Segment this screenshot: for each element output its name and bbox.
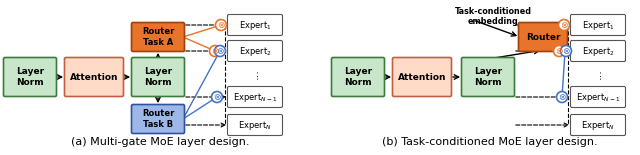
Text: Attention: Attention [70,73,118,82]
Text: Router
Task B: Router Task B [142,109,174,129]
FancyBboxPatch shape [570,115,625,135]
Text: Expert$_2$: Expert$_2$ [582,44,614,58]
Text: $\otimes$: $\otimes$ [216,20,225,30]
Circle shape [559,20,570,31]
Text: ...: ... [593,69,603,79]
FancyBboxPatch shape [570,86,625,108]
Text: $\otimes$: $\otimes$ [211,46,220,56]
Text: Expert$_2$: Expert$_2$ [239,44,271,58]
Text: Task-conditioned
embedding: Task-conditioned embedding [454,7,531,26]
Text: $\otimes$: $\otimes$ [557,92,566,102]
Text: Expert$_{N-1}$: Expert$_{N-1}$ [576,91,620,104]
Circle shape [557,91,568,102]
Circle shape [211,91,223,102]
Circle shape [554,46,564,57]
Text: $\otimes$: $\otimes$ [212,92,221,102]
Text: Layer
Norm: Layer Norm [16,67,44,87]
FancyBboxPatch shape [65,58,124,97]
Text: (b) Task-conditioned MoE layer design.: (b) Task-conditioned MoE layer design. [382,137,598,147]
FancyBboxPatch shape [392,58,451,97]
FancyBboxPatch shape [227,40,282,62]
FancyBboxPatch shape [131,22,184,51]
FancyBboxPatch shape [227,15,282,35]
Text: Layer
Norm: Layer Norm [144,67,172,87]
Text: Router: Router [525,33,560,42]
FancyBboxPatch shape [518,22,568,51]
Text: $\otimes$: $\otimes$ [559,20,568,30]
FancyBboxPatch shape [3,58,56,97]
Text: Expert$_1$: Expert$_1$ [239,18,271,31]
Text: Attention: Attention [397,73,446,82]
FancyBboxPatch shape [131,104,184,133]
Text: Layer
Norm: Layer Norm [474,67,502,87]
Text: Expert$_{N-1}$: Expert$_{N-1}$ [233,91,277,104]
Text: $\otimes$: $\otimes$ [555,46,563,56]
Text: Router
Task A: Router Task A [142,27,174,47]
Circle shape [214,46,225,57]
FancyBboxPatch shape [227,115,282,135]
FancyBboxPatch shape [570,40,625,62]
Circle shape [209,46,221,57]
Text: ...: ... [250,69,260,79]
FancyBboxPatch shape [227,86,282,108]
Circle shape [216,20,227,31]
FancyBboxPatch shape [332,58,385,97]
Text: Expert$_1$: Expert$_1$ [582,18,614,31]
Text: Layer
Norm: Layer Norm [344,67,372,87]
Text: Expert$_N$: Expert$_N$ [581,119,615,131]
Text: $\otimes$: $\otimes$ [562,46,570,56]
FancyBboxPatch shape [461,58,515,97]
FancyBboxPatch shape [131,58,184,97]
Text: $\otimes$: $\otimes$ [216,46,225,56]
Circle shape [561,46,572,57]
Text: (a) Multi-gate MoE layer design.: (a) Multi-gate MoE layer design. [71,137,249,147]
FancyBboxPatch shape [570,15,625,35]
Text: Expert$_N$: Expert$_N$ [238,119,272,131]
